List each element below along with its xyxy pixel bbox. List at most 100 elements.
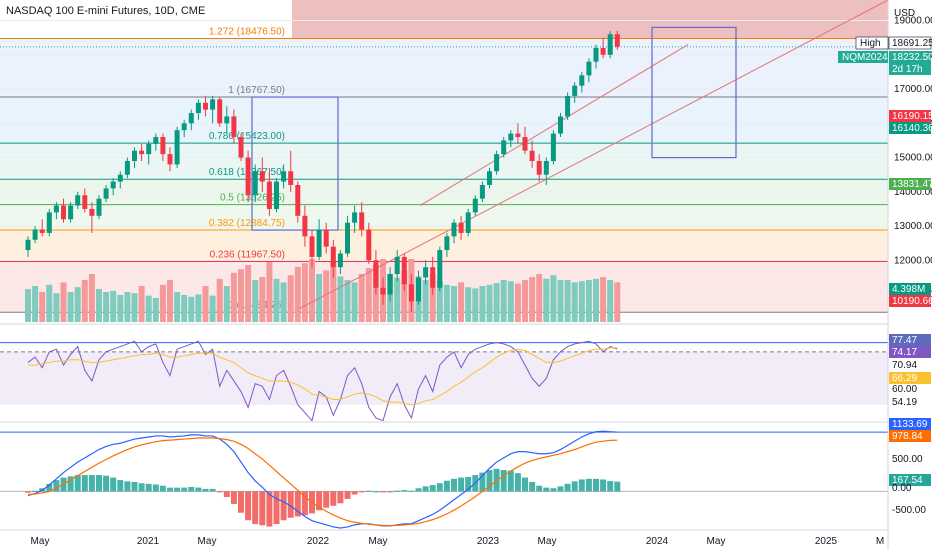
macd-hist-bar <box>408 490 415 492</box>
fib-zone <box>0 97 888 144</box>
macd-hist-bar <box>202 488 209 492</box>
volume-bar <box>131 293 138 322</box>
candle-body <box>330 246 336 268</box>
volume-bar <box>60 282 67 322</box>
grid-lines <box>0 20 888 296</box>
macd-axis-label: 500.00 <box>892 454 923 465</box>
macd-hist-bar <box>600 479 607 492</box>
volume-bar <box>252 280 259 322</box>
macd-hist-bar <box>465 476 472 492</box>
rsi-badge <box>889 346 931 358</box>
macd-hist-bar <box>209 488 216 492</box>
rsi-axis-label: 60.00 <box>892 384 917 395</box>
macd-hist-bar <box>365 490 372 492</box>
volume-bar <box>614 282 621 322</box>
volume-bar <box>600 277 607 322</box>
price-badge-label: 18691.25 <box>892 38 932 49</box>
volume-bar <box>422 280 429 322</box>
candle-body <box>558 116 563 134</box>
volume-bar <box>451 286 457 322</box>
macd-hist-bar <box>138 483 145 492</box>
volume-bar <box>195 294 202 322</box>
candle-body <box>352 212 358 223</box>
macd-hist-bar <box>415 488 422 492</box>
candle-body <box>614 34 620 47</box>
macd-hist-bar <box>124 481 131 492</box>
candle-body <box>252 171 258 196</box>
volume-bar <box>522 280 528 322</box>
macd-hist-bar <box>74 475 81 492</box>
candle-body <box>387 274 393 295</box>
badge-tag-label: High <box>860 38 881 49</box>
candle-body <box>274 181 279 209</box>
volume-bar <box>110 290 117 322</box>
macd-hist-bar <box>67 476 74 492</box>
volume-bar <box>266 262 273 322</box>
volume-bar <box>593 278 599 322</box>
volume-bar <box>159 284 166 322</box>
candle-body <box>494 154 500 172</box>
macd-axis-label: 0.00 <box>892 483 912 494</box>
rsi-badge <box>889 334 931 346</box>
time-tick-label: 2025 <box>815 536 838 547</box>
volume-bar <box>493 283 500 322</box>
price-tick-label: 17000.00 <box>894 84 932 95</box>
candle-body <box>281 171 287 182</box>
candle-body <box>408 284 414 302</box>
fib-label: 0.236 (11967.50) <box>210 249 285 260</box>
candle-body <box>195 102 201 114</box>
badge-tag-label: NQM2024 <box>842 52 888 63</box>
candle-body <box>288 171 294 185</box>
volume-bar <box>25 289 31 322</box>
candle-body <box>203 102 208 110</box>
macd-hist-bar <box>103 475 110 492</box>
macd-hist-bar <box>245 491 252 521</box>
macd-hist-bar <box>188 486 195 492</box>
macd-hist-bar <box>280 491 287 521</box>
volume-bar <box>117 295 124 322</box>
volume-bar <box>32 286 39 322</box>
time-tick-label: 2024 <box>646 536 669 547</box>
candle-body <box>103 188 109 199</box>
volume-bar <box>230 272 237 322</box>
macd-hist-bar <box>387 491 394 493</box>
volume-bar <box>245 265 252 322</box>
rsi-ma-line <box>28 347 618 406</box>
volume-bar <box>309 259 315 322</box>
macd-hist-bar <box>443 480 450 492</box>
candle-body <box>302 215 308 237</box>
macd-badge <box>889 418 931 430</box>
highlight-box <box>251 96 339 231</box>
price-tick-label: 14000.00 <box>894 187 932 198</box>
price-badge-label: 18232.50 <box>892 52 932 63</box>
fib-zone <box>0 38 888 98</box>
macd-hist-bar <box>429 485 436 492</box>
candle-body <box>75 195 81 206</box>
candle-body <box>586 61 592 76</box>
candle-body <box>25 239 31 251</box>
candle-body <box>217 99 223 124</box>
fib-zone <box>0 230 888 262</box>
candle-body <box>401 256 407 285</box>
candle-body <box>600 47 606 55</box>
volume-bar <box>472 288 479 322</box>
macd-hist-bar <box>614 481 621 492</box>
macd-hist-bar <box>500 470 507 492</box>
macd-hist-bar <box>110 477 117 492</box>
fib-label: 1 (16767.50) <box>228 85 285 96</box>
fib-label: 0.382 (12884.75) <box>209 218 285 229</box>
price-badge-label: 13831.47 <box>892 179 932 190</box>
volume-bar <box>394 277 401 322</box>
candle-body <box>231 116 237 138</box>
macd-hist-bar <box>585 478 592 492</box>
candle-body <box>465 212 471 233</box>
candle-body <box>472 198 478 213</box>
candle-body <box>124 161 130 175</box>
price-badge-label: 4.398M <box>892 284 925 295</box>
time-tick-label: 2023 <box>477 536 500 547</box>
chart-title: NASDAQ 100 E-mini Futures, 10D, CME <box>6 5 206 17</box>
macd-axis-label: 978.84 <box>892 431 923 442</box>
macd-hist-bar <box>223 491 230 498</box>
